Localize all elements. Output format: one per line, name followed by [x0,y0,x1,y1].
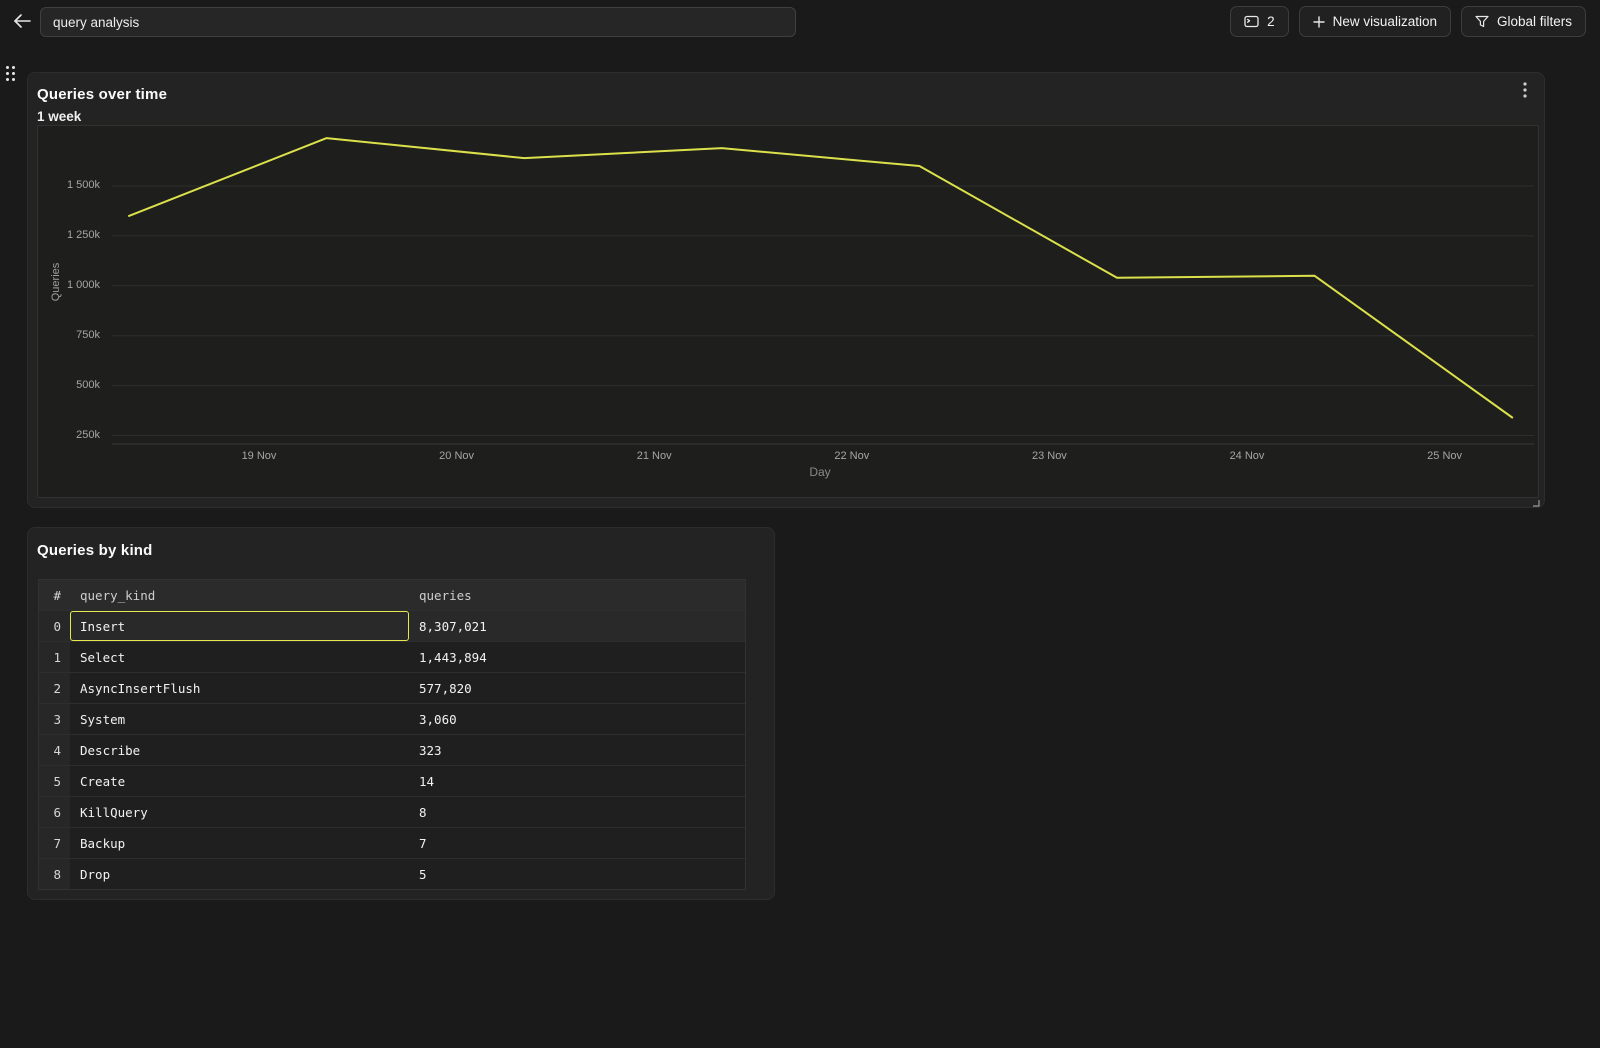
global-filters-label: Global filters [1496,14,1572,29]
plus-icon [1312,15,1325,28]
panel-drag-handle-icon[interactable] [6,66,22,86]
queries-value-cell[interactable]: 577,820 [419,680,472,696]
query-kind-cell[interactable]: Drop [80,866,111,882]
x-tick-label: 21 Nov [636,450,672,462]
y-tick-label: 1 500k [66,179,100,191]
queries-by-kind-table: # query_kind queries 0 Insert 8,307,021 1 Selec… [38,579,746,890]
queries-value-cell[interactable]: 323 [419,742,442,758]
table-row[interactable]: 1 Select 1,443,894 [39,641,745,672]
table-row[interactable]: 8 Drop 5 [39,858,745,889]
console-count: 2 [1267,14,1275,29]
queries-value-cell[interactable]: 3,060 [419,711,457,727]
back-button[interactable] [8,8,36,36]
console-count-button[interactable]: 2 [1230,6,1289,37]
y-tick-label: 750k [76,328,100,341]
x-tick-label: 23 Nov [1031,450,1067,462]
y-tick-label: 250k [76,428,100,441]
table-row[interactable]: 2 AsyncInsertFlush 577,820 [39,672,745,703]
dashboard-name-input[interactable] [40,7,796,37]
row-index-cell: 5 [39,766,70,796]
query-kind-cell[interactable]: Insert [70,611,410,641]
selected-cell-outline [70,611,409,641]
filter-funnel-icon [1475,15,1489,28]
x-axis-title: Day [809,465,831,479]
queries-value-cell[interactable]: 5 [419,866,427,882]
y-tick-label: 1 000k [66,278,100,291]
row-index-cell: 8 [39,859,70,889]
table-panel-title: Queries by kind [37,542,153,559]
queries-value-cell[interactable]: 1,443,894 [419,649,487,665]
top-bar: 2 New visualization Global filters [0,0,1600,44]
line-chart: Queries Day 1 500k 1 250k 1 000k 750k 500k 25… [37,125,1539,498]
x-tick-label: 22 Nov [834,450,870,462]
queries-value-cell[interactable]: 8 [419,804,427,820]
column-header-query-kind[interactable]: query_kind [80,587,156,603]
arrow-left-icon [13,13,31,31]
table-row[interactable]: 7 Backup 7 [39,827,745,858]
x-tick-label: 24 Nov [1229,450,1265,462]
line-chart-canvas [112,137,1534,445]
column-header-queries[interactable]: queries [419,587,472,603]
chart-panel-subtitle: 1 week [37,109,82,124]
row-index-cell: 3 [39,704,70,734]
row-index-cell: 7 [39,828,70,858]
queries-series-line [128,137,1514,419]
query-kind-cell[interactable]: Select [80,649,126,665]
new-visualization-button[interactable]: New visualization [1298,6,1451,37]
panel-menu-button[interactable] [1514,79,1536,101]
queries-value-cell[interactable]: 7 [419,835,427,851]
y-tick-label: 1 250k [66,228,100,241]
row-index-cell: 1 [39,642,70,672]
table-row[interactable]: 4 Describe 323 [39,734,745,765]
query-kind-cell[interactable]: System [80,711,126,727]
global-filters-button[interactable]: Global filters [1460,6,1586,37]
row-index-cell: 4 [39,735,70,765]
row-index-cell: 0 [39,611,70,641]
row-index-cell: 2 [39,673,70,703]
row-index-cell: 6 [39,797,70,827]
table-row[interactable]: 6 KillQuery 8 [39,796,745,827]
console-window-icon [1244,15,1259,28]
queries-by-kind-panel: Queries by kind # query_kind queries 0 Inser… [27,527,775,900]
query-kind-cell[interactable]: KillQuery [80,804,148,820]
chart-panel-title: Queries over time [37,86,168,103]
panel-resize-handle-icon[interactable] [1530,494,1540,507]
x-tick-label: 19 Nov [241,450,277,462]
table-row[interactable]: 3 System 3,060 [39,703,745,734]
column-header-index[interactable]: # [53,587,61,603]
table-row[interactable]: 0 Insert 8,307,021 [39,610,745,641]
x-tick-label: 25 Nov [1427,450,1463,462]
queries-value-cell[interactable]: 14 [419,773,435,789]
topbar-actions: 2 New visualization Global filters [1230,6,1586,37]
kebab-menu-icon [1523,82,1527,98]
query-kind-cell[interactable]: AsyncInsertFlush [80,680,201,696]
query-kind-cell[interactable]: Describe [80,742,141,758]
y-tick-label: 500k [76,378,100,391]
queries-over-time-panel: Queries over time 1 week Queries Day 1 5… [27,72,1545,508]
query-kind-cell[interactable]: Create [80,773,126,789]
new-visualization-label: New visualization [1332,14,1437,29]
x-tick-label: 20 Nov [439,450,475,462]
table-header-row: # query_kind queries [39,580,745,610]
query-kind-cell[interactable]: Backup [80,835,126,851]
queries-value-cell[interactable]: 8,307,021 [419,618,487,634]
table-row[interactable]: 5 Create 14 [39,765,745,796]
